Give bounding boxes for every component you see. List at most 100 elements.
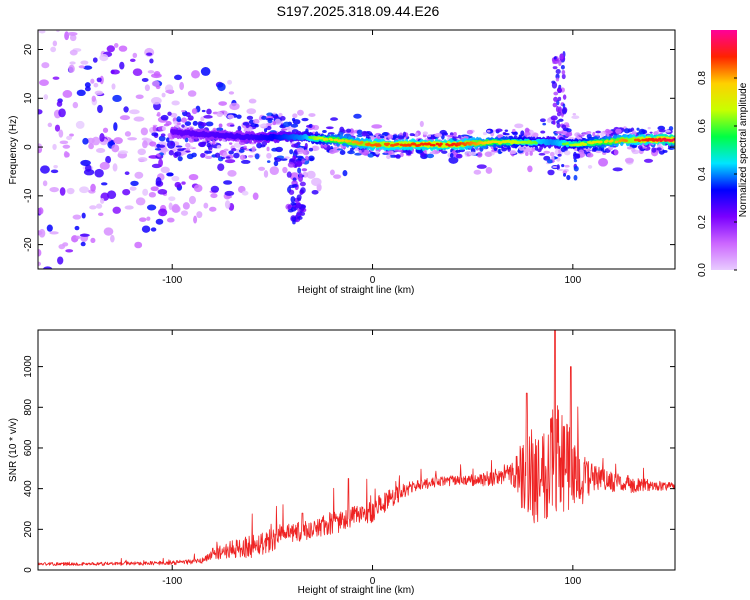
heatmap-cell <box>187 115 194 121</box>
heatmap-cell <box>111 144 120 153</box>
colorbar-tick-label: 0.8 <box>697 71 708 85</box>
heatmap-cell <box>578 152 586 158</box>
heatmap-cell <box>227 170 237 177</box>
ridge-peak-cell <box>655 139 660 142</box>
heatmap-cell <box>602 150 607 153</box>
heatmap-cell <box>564 150 571 156</box>
heatmap-cell <box>200 67 211 76</box>
heatmap-cell <box>38 109 43 115</box>
heatmap-cell <box>647 126 651 130</box>
heatmap-cell <box>282 121 291 128</box>
heatmap-cell <box>643 158 654 163</box>
heatmap-cell <box>301 117 309 122</box>
spectrogram-frame <box>37 29 676 270</box>
ridge-peak-cell <box>672 138 675 141</box>
heatmap-cell <box>382 132 389 137</box>
heatmap-cell <box>176 122 181 126</box>
heatmap-cell <box>342 170 348 177</box>
heatmap-cell <box>265 117 274 121</box>
heatmap-cell <box>99 133 105 142</box>
heatmap-cell <box>434 132 443 138</box>
heatmap-cell <box>158 208 168 217</box>
heatmap-cell <box>361 152 366 155</box>
heatmap-cell <box>135 94 144 99</box>
ridge-peak-cell <box>432 143 436 147</box>
heatmap-cell <box>585 130 592 135</box>
heatmap-cell <box>642 146 648 149</box>
snr-x-axis-label: Height of straight line (km) <box>298 585 415 596</box>
heatmap-cell <box>95 148 106 153</box>
heatmap-cell <box>146 216 151 221</box>
heatmap-cell <box>193 215 198 224</box>
heatmap-cell <box>130 180 139 186</box>
heatmap-cell <box>557 96 562 101</box>
colorbar-tick-label: 0.6 <box>697 119 708 133</box>
heatmap-cell <box>231 148 237 152</box>
heatmap-cell <box>637 145 643 150</box>
heatmap-cell <box>653 131 659 136</box>
heatmap-cell <box>110 234 115 243</box>
heatmap-cell <box>329 148 336 155</box>
heatmap-cell <box>266 152 272 159</box>
heatmap-cell <box>155 177 162 186</box>
heatmap-cell <box>299 181 306 187</box>
heatmap-cell <box>527 165 533 173</box>
heatmap-cell <box>184 121 192 126</box>
heatmap-cell <box>90 237 96 244</box>
heatmap-cell <box>166 217 175 223</box>
y-tick-label: 10 <box>23 92 34 104</box>
heatmap-cell <box>266 160 271 163</box>
heatmap-cell <box>379 135 385 139</box>
heatmap-cell <box>233 152 240 159</box>
heatmap-cell <box>180 210 189 216</box>
heatmap-cell <box>572 112 577 116</box>
snr-frame <box>37 329 676 571</box>
heatmap-cell <box>90 183 96 192</box>
ridge-peak-cell <box>463 143 467 147</box>
heatmap-cell <box>546 159 553 164</box>
spectrogram-blobs <box>38 30 675 269</box>
heatmap-cell <box>367 153 375 158</box>
heatmap-cell <box>105 155 112 164</box>
heatmap-cell <box>168 202 173 210</box>
heatmap-cell <box>58 129 64 138</box>
x-tick-label: 0 <box>370 576 376 587</box>
heatmap-cell <box>292 220 296 225</box>
heatmap-cell <box>100 182 108 186</box>
heatmap-cell <box>132 52 138 59</box>
ridge-peak-cell <box>412 142 417 146</box>
heatmap-cell <box>150 186 159 192</box>
heatmap-cell <box>520 130 525 136</box>
heatmap-cell <box>258 124 267 127</box>
heatmap-cell <box>113 43 119 48</box>
heatmap-cell <box>161 126 167 131</box>
heatmap-cell <box>91 136 101 146</box>
heatmap-cell <box>103 227 114 236</box>
heatmap-cell <box>139 217 147 222</box>
heatmap-cell <box>225 156 231 159</box>
heatmap-cell <box>560 64 565 70</box>
heatmap-cell <box>296 141 301 145</box>
heatmap-cell <box>217 82 226 92</box>
y-tick-label: 800 <box>23 399 34 416</box>
heatmap-cell <box>296 147 304 153</box>
heatmap-cell <box>455 153 463 159</box>
ridge-peak-cell <box>377 144 382 147</box>
colorbar-label: Normalized spectral amplitude <box>738 82 749 217</box>
colorbar-ticks: 0.0 0.2 0.4 0.6 0.8 <box>697 71 737 277</box>
heatmap-cell <box>66 187 75 195</box>
heatmap-cell <box>102 127 109 133</box>
heatmap-cell <box>196 211 203 219</box>
heatmap-cell <box>323 144 328 148</box>
spectrogram-x-axis-label: Height of straight line (km) <box>298 285 415 296</box>
heatmap-cell <box>561 107 567 115</box>
heatmap-cell <box>192 120 198 126</box>
heatmap-cell <box>301 168 308 172</box>
heatmap-cell <box>99 161 110 170</box>
heatmap-cell <box>110 69 120 75</box>
x-tick-label: 100 <box>564 576 581 587</box>
heatmap-cell <box>658 129 667 133</box>
heatmap-cell <box>41 62 50 69</box>
heatmap-cell <box>197 121 203 126</box>
